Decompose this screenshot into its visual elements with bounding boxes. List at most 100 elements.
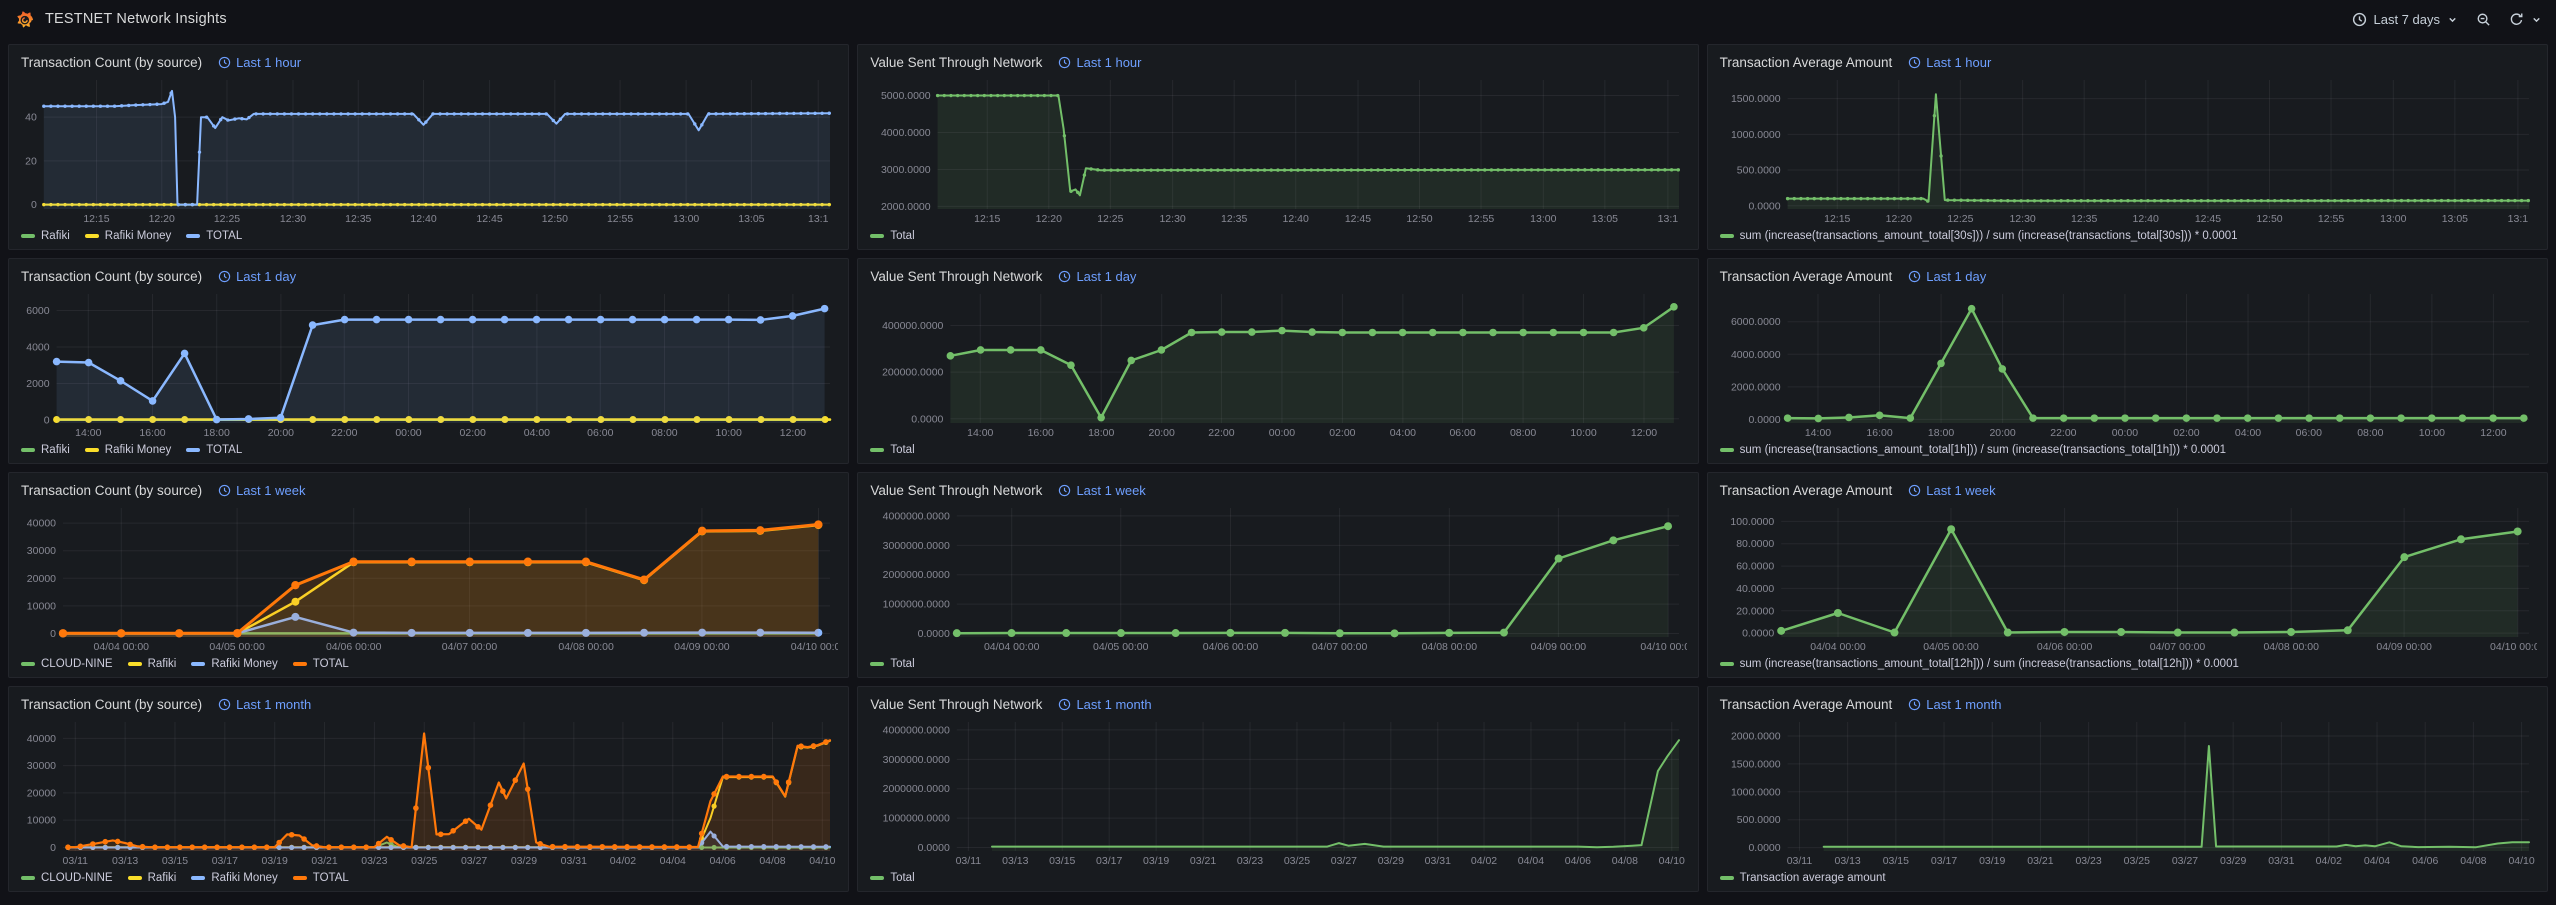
refresh-button[interactable]: [2509, 12, 2542, 27]
panel-title[interactable]: Value Sent Through Network: [870, 483, 1042, 498]
svg-text:10:00: 10:00: [716, 427, 742, 439]
panel-time-link[interactable]: Last 1 day: [218, 269, 296, 284]
panel-time-link[interactable]: Last 1 hour: [1908, 55, 1991, 70]
chart-canvas[interactable]: 03/1103/1303/1503/1703/1903/2103/2303/25…: [868, 716, 1687, 868]
legend-item[interactable]: Rafiki Money: [85, 230, 171, 242]
panel-title[interactable]: Value Sent Through Network: [870, 697, 1042, 712]
svg-text:03/17: 03/17: [1096, 855, 1122, 867]
legend-item[interactable]: Rafiki Money: [191, 658, 277, 670]
panel-time-link[interactable]: Last 1 month: [1058, 697, 1151, 712]
svg-text:20:00: 20:00: [268, 427, 294, 439]
panel-title[interactable]: Value Sent Through Network: [870, 269, 1042, 284]
svg-text:18:00: 18:00: [204, 427, 230, 439]
chart-canvas[interactable]: 14:0016:0018:0020:0022:0000:0002:0004:00…: [868, 288, 1687, 440]
panel-time-link[interactable]: Last 1 week: [218, 483, 305, 498]
chart-canvas[interactable]: 12:1512:2012:2512:3012:3512:4012:4512:50…: [868, 74, 1687, 226]
panel-value-sent-through-network-last-1-hour: Value Sent Through Network Last 1 hour 1…: [857, 44, 1698, 250]
svg-text:04/06 00:00: 04/06 00:00: [2037, 641, 2093, 653]
panel-time-link[interactable]: Last 1 hour: [218, 55, 301, 70]
legend-item[interactable]: CLOUD-NINE: [21, 658, 113, 670]
svg-text:04/08 00:00: 04/08 00:00: [2263, 641, 2319, 653]
clock-icon: [218, 698, 231, 711]
legend-item[interactable]: Transaction average amount: [1720, 872, 1886, 884]
legend-item[interactable]: Rafiki: [128, 872, 177, 884]
chart-canvas[interactable]: 14:0016:0018:0020:0022:0000:0002:0004:00…: [1718, 288, 2537, 440]
legend-label: TOTAL: [206, 444, 242, 456]
legend-item[interactable]: TOTAL: [293, 658, 349, 670]
legend-item[interactable]: TOTAL: [186, 444, 242, 456]
chart-canvas[interactable]: 04/04 00:0004/05 00:0004/06 00:0004/07 0…: [19, 502, 838, 654]
legend-item[interactable]: Rafiki: [21, 230, 70, 242]
panel-legend: Total: [868, 654, 1687, 673]
panel-time-link[interactable]: Last 1 month: [1908, 697, 2001, 712]
grafana-flame-icon[interactable]: [14, 9, 35, 30]
legend-item[interactable]: sum (increase(transactions_amount_total[…: [1720, 658, 2239, 670]
svg-text:03/29: 03/29: [2220, 855, 2246, 867]
panel-time-link[interactable]: Last 1 day: [1908, 269, 1986, 284]
panel-title[interactable]: Transaction Average Amount: [1720, 55, 1893, 70]
chart-canvas[interactable]: 12:1512:2012:2512:3012:3512:4012:4512:50…: [19, 74, 838, 226]
panel-title[interactable]: Transaction Count (by source): [21, 55, 202, 70]
legend-item[interactable]: sum (increase(transactions_amount_total[…: [1720, 230, 2238, 242]
svg-text:04/09 00:00: 04/09 00:00: [1531, 641, 1587, 653]
legend-item[interactable]: Total: [870, 230, 914, 242]
legend-item[interactable]: Rafiki: [128, 658, 177, 670]
panel-title[interactable]: Transaction Average Amount: [1720, 697, 1893, 712]
panel-time-link[interactable]: Last 1 week: [1908, 483, 1995, 498]
chart-canvas[interactable]: 04/04 00:0004/05 00:0004/06 00:0004/07 0…: [1718, 502, 2537, 654]
legend-item[interactable]: sum (increase(transactions_amount_total[…: [1720, 444, 2226, 456]
legend-item[interactable]: Rafiki Money: [85, 444, 171, 456]
panel-title[interactable]: Transaction Average Amount: [1720, 269, 1893, 284]
svg-text:22:00: 22:00: [2050, 427, 2076, 439]
clock-icon: [218, 270, 231, 283]
svg-text:13:1: 13:1: [1658, 213, 1679, 225]
chart-canvas[interactable]: 04/04 00:0004/05 00:0004/06 00:0004/07 0…: [868, 502, 1687, 654]
panel-legend: sum (increase(transactions_amount_total[…: [1718, 226, 2537, 245]
legend-item[interactable]: TOTAL: [186, 230, 242, 242]
panel-time-link[interactable]: Last 1 hour: [1058, 55, 1141, 70]
legend-label: Total: [890, 444, 914, 456]
panel-title[interactable]: Transaction Count (by source): [21, 269, 202, 284]
svg-text:14:00: 14:00: [1805, 427, 1831, 439]
svg-text:04/06: 04/06: [2412, 855, 2438, 867]
clock-icon: [1058, 698, 1071, 711]
chart-canvas[interactable]: 14:0016:0018:0020:0022:0000:0002:0004:00…: [19, 288, 838, 440]
svg-text:3000.0000: 3000.0000: [881, 164, 931, 176]
svg-text:13:00: 13:00: [1531, 213, 1557, 225]
svg-text:04/10 00:00: 04/10 00:00: [2490, 641, 2537, 653]
legend-item[interactable]: CLOUD-NINE: [21, 872, 113, 884]
panel-title[interactable]: Transaction Average Amount: [1720, 483, 1893, 498]
panel-time-link-label: Last 1 month: [236, 697, 311, 712]
top-navigation-bar: TESTNET Network Insights Last 7 days: [0, 0, 2556, 38]
legend-item[interactable]: Rafiki Money: [191, 872, 277, 884]
svg-text:10000: 10000: [27, 600, 56, 612]
panel-title[interactable]: Transaction Count (by source): [21, 697, 202, 712]
legend-item[interactable]: TOTAL: [293, 872, 349, 884]
svg-text:03/23: 03/23: [2075, 855, 2101, 867]
chart-canvas[interactable]: 03/1103/1303/1503/1703/1903/2103/2303/25…: [19, 716, 838, 868]
panel-legend: CLOUD-NINE Rafiki Rafiki Money TOTAL: [19, 868, 838, 887]
svg-text:12:55: 12:55: [2318, 213, 2344, 225]
panel-time-link[interactable]: Last 1 week: [1058, 483, 1145, 498]
panel-legend: CLOUD-NINE Rafiki Rafiki Money TOTAL: [19, 654, 838, 673]
svg-text:02:00: 02:00: [460, 427, 486, 439]
panel-time-link[interactable]: Last 1 day: [1058, 269, 1136, 284]
zoom-out-button[interactable]: [2476, 12, 2491, 27]
panel-time-link[interactable]: Last 1 month: [218, 697, 311, 712]
chart-canvas[interactable]: 03/1103/1303/1503/1703/1903/2103/2303/25…: [1718, 716, 2537, 868]
svg-text:16:00: 16:00: [1866, 427, 1892, 439]
legend-item[interactable]: Total: [870, 658, 914, 670]
svg-text:12:50: 12:50: [542, 213, 568, 225]
svg-text:12:25: 12:25: [1098, 213, 1124, 225]
panel-title[interactable]: Value Sent Through Network: [870, 55, 1042, 70]
legend-item[interactable]: Total: [870, 872, 914, 884]
panel-title[interactable]: Transaction Count (by source): [21, 483, 202, 498]
time-range-picker[interactable]: Last 7 days: [2352, 12, 2459, 27]
legend-item[interactable]: Total: [870, 444, 914, 456]
chart-canvas[interactable]: 12:1512:2012:2512:3012:3512:4012:4512:50…: [1718, 74, 2537, 226]
legend-swatch: [21, 448, 35, 452]
svg-text:12:45: 12:45: [2194, 213, 2220, 225]
svg-text:03/15: 03/15: [1049, 855, 1075, 867]
svg-text:03/31: 03/31: [2268, 855, 2294, 867]
legend-item[interactable]: Rafiki: [21, 444, 70, 456]
